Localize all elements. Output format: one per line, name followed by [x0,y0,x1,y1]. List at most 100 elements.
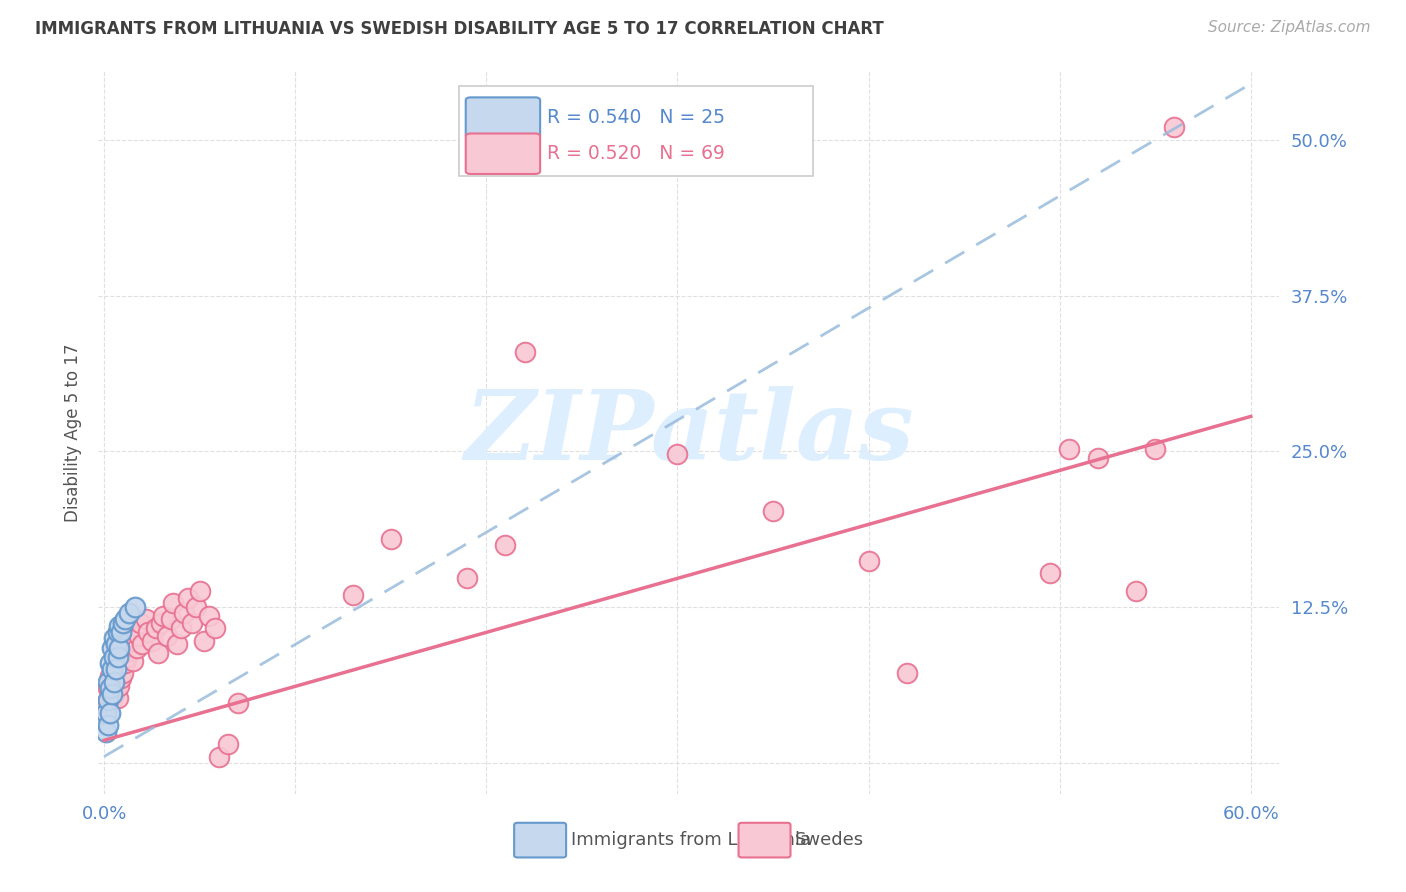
Point [112,616,135,631]
Point [97,681,120,695]
Text: ZIPatlas: ZIPatlas [464,385,914,480]
Point [666,447,689,461]
Point [97,693,120,707]
Point [115,624,138,639]
Point [103,674,125,689]
Point [226,696,249,710]
Point [98,668,121,682]
Point [112,666,135,681]
Point [104,658,127,673]
Point [162,596,184,610]
Point [152,608,174,623]
Point [169,621,191,635]
Point [184,600,207,615]
Point [108,678,131,692]
Point [120,633,142,648]
Point [107,690,129,705]
Point [146,646,169,660]
Point [104,681,127,695]
Point [110,643,132,657]
Point [217,737,239,751]
Point [166,637,188,651]
Point [103,662,125,676]
Point [98,681,121,695]
Point [97,674,120,689]
Y-axis label: Disability Age 5 to 17: Disability Age 5 to 17 [63,343,82,522]
Point [104,637,127,651]
Point [114,612,136,626]
Point [128,629,150,643]
Point [107,649,129,664]
Point [104,662,127,676]
Point [342,588,364,602]
Point [110,624,132,639]
Point [1125,583,1147,598]
Point [101,693,124,707]
Point [141,633,163,648]
Point [1057,442,1080,456]
Point [103,687,125,701]
Point [136,624,159,639]
Point [131,637,153,651]
Point [101,687,124,701]
Point [121,654,143,668]
Text: Swedes: Swedes [796,831,865,849]
Point [124,618,146,632]
Point [94,699,117,714]
Point [129,616,152,631]
Point [188,583,211,598]
Point [198,608,221,623]
Point [94,724,117,739]
Point [135,612,157,626]
Point [896,666,918,681]
Text: Source: ZipAtlas.com: Source: ZipAtlas.com [1208,20,1371,35]
Point [107,654,129,668]
Text: R = 0.540   N = 25: R = 0.540 N = 25 [547,108,725,127]
Point [98,656,121,670]
Point [150,616,173,631]
Point [124,600,146,615]
Text: Immigrants from Lithuania: Immigrants from Lithuania [571,831,811,849]
Point [107,624,129,639]
Point [108,641,131,656]
Point [97,718,120,732]
Point [125,641,148,656]
Point [1144,442,1167,456]
Point [1039,566,1062,581]
Point [108,649,131,664]
Point [208,749,231,764]
FancyBboxPatch shape [738,822,790,857]
Text: IMMIGRANTS FROM LITHUANIA VS SWEDISH DISABILITY AGE 5 TO 17 CORRELATION CHART: IMMIGRANTS FROM LITHUANIA VS SWEDISH DIS… [35,20,884,37]
Point [495,538,517,552]
Point [101,641,124,656]
Point [110,671,132,685]
Point [103,649,125,664]
Point [103,631,125,645]
Point [156,629,179,643]
Point [380,532,402,546]
Point [114,656,136,670]
Point [456,571,478,585]
Point [108,618,131,632]
Point [173,607,195,621]
Point [118,607,141,621]
Point [204,621,226,635]
Point [513,344,536,359]
Point [94,706,117,720]
Point [177,591,200,606]
FancyBboxPatch shape [465,97,540,138]
Point [762,504,785,518]
Point [1087,450,1109,465]
Point [160,612,183,626]
Point [97,693,120,707]
Point [193,633,215,648]
Point [1163,120,1185,135]
Point [101,662,124,676]
Text: R = 0.520   N = 69: R = 0.520 N = 69 [547,145,725,163]
FancyBboxPatch shape [458,86,813,176]
Point [98,706,121,720]
Point [858,554,880,568]
FancyBboxPatch shape [515,822,567,857]
FancyBboxPatch shape [465,134,540,174]
Point [112,637,135,651]
